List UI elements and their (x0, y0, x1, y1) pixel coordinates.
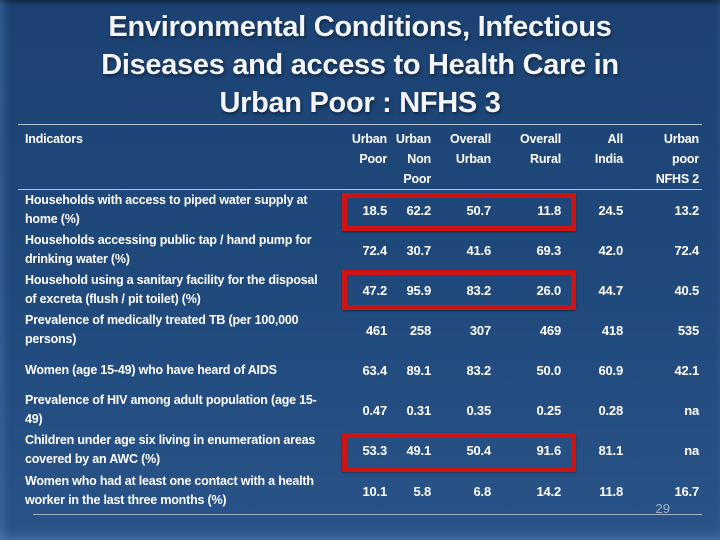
value-cell: 42.0 (598, 242, 623, 258)
value-cell: 11.8 (537, 202, 561, 218)
value-cell: 53.3 (362, 442, 387, 458)
value-cell: 50.7 (466, 202, 491, 218)
table-header-row: Indicators Urban Poor Urban Non Poor Ove… (18, 124, 702, 190)
table-row: Women (age 15-49) who have heard of AIDS… (18, 350, 702, 390)
value-cell: 535 (677, 322, 699, 338)
value-cell: 0.47 (362, 402, 387, 418)
value-cell: 63.4 (362, 362, 387, 378)
row-label: Prevalence of HIV among adult population… (25, 393, 317, 426)
value-cell: 81.1 (598, 442, 623, 458)
row-label: Women (age 15-49) who have heard of AIDS (25, 362, 277, 377)
value-cell: 11.8 (599, 483, 623, 499)
page-number: 29 (655, 501, 670, 516)
table-row: Households with access to piped water su… (18, 190, 702, 230)
value-cell: 49.1 (406, 442, 431, 458)
value-cell: 24.5 (598, 202, 623, 218)
value-cell: 307 (469, 322, 491, 338)
value-cell: 95.9 (406, 282, 431, 298)
value-cell: 5.8 (413, 483, 432, 499)
value-cell: 0.35 (466, 402, 491, 418)
value-cell: 0.28 (598, 402, 623, 418)
table-row: Prevalence of medically treated TB (per … (18, 310, 702, 350)
value-cell: 72.4 (674, 242, 699, 258)
value-cell: 41.6 (466, 242, 491, 258)
footer-divider-line (33, 514, 702, 515)
column-header-urban-non-poor: Urban Non Poor (395, 132, 431, 186)
table-row: Women who had at least one contact with … (18, 470, 702, 512)
value-cell: 0.25 (536, 402, 561, 418)
value-cell: 26.0 (536, 282, 561, 298)
value-cell: 18.5 (362, 202, 387, 218)
value-cell: 83.2 (466, 362, 491, 378)
column-header-indicators: Indicators (25, 132, 83, 146)
value-cell: 83.2 (466, 282, 491, 298)
value-cell: 14.2 (536, 483, 561, 499)
value-cell: 60.9 (598, 362, 623, 378)
table-row: Prevalence of HIV among adult population… (18, 390, 702, 430)
column-header-urban-poor-nfhs2: Urban poor NFHS 2 (655, 132, 699, 186)
row-label: Children under age six living in enumera… (25, 433, 316, 466)
row-label: Household using a sanitary facility for … (25, 273, 318, 306)
column-header-overall-rural: Overall Rural (520, 132, 561, 166)
value-cell: na (684, 442, 699, 458)
value-cell: 42.1 (674, 362, 699, 378)
value-cell: 44.7 (598, 282, 623, 298)
row-label: Women who had at least one contact with … (25, 474, 314, 507)
value-cell: 10.1 (362, 483, 387, 499)
value-cell: na (684, 402, 699, 418)
value-cell: 50.4 (466, 442, 491, 458)
value-cell: 30.7 (406, 242, 431, 258)
value-cell: 40.5 (674, 282, 699, 298)
value-cell: 72.4 (362, 242, 387, 258)
column-header-urban-poor: Urban Poor (351, 132, 387, 166)
value-cell: 50.0 (536, 362, 561, 378)
value-cell: 258 (409, 322, 431, 338)
row-label: Prevalence of medically treated TB (per … (25, 313, 299, 346)
table-row: Household using a sanitary facility for … (18, 270, 702, 310)
value-cell: 47.2 (362, 282, 387, 298)
value-cell: 16.7 (674, 483, 699, 499)
value-cell: 62.2 (406, 202, 431, 218)
column-header-all-india: All India (594, 132, 623, 166)
indicators-table: Indicators Urban Poor Urban Non Poor Ove… (18, 124, 702, 512)
table-row: Households accessing public tap / hand p… (18, 230, 702, 270)
row-label: Households with access to piped water su… (25, 193, 308, 226)
row-label: Households accessing public tap / hand p… (25, 233, 312, 266)
table-row: Children under age six living in enumera… (18, 430, 702, 470)
value-cell: 0.31 (406, 402, 431, 418)
value-cell: 69.3 (536, 242, 561, 258)
value-cell: 461 (365, 322, 387, 338)
value-cell: 91.6 (536, 442, 561, 458)
value-cell: 6.8 (473, 483, 492, 499)
value-cell: 469 (539, 322, 561, 338)
slide-title: Environmental Conditions, Infectious Dis… (101, 11, 619, 119)
value-cell: 89.1 (406, 362, 431, 378)
column-header-overall-urban: Overall Urban (450, 132, 491, 166)
value-cell: 13.2 (674, 202, 699, 218)
value-cell: 418 (601, 322, 623, 338)
